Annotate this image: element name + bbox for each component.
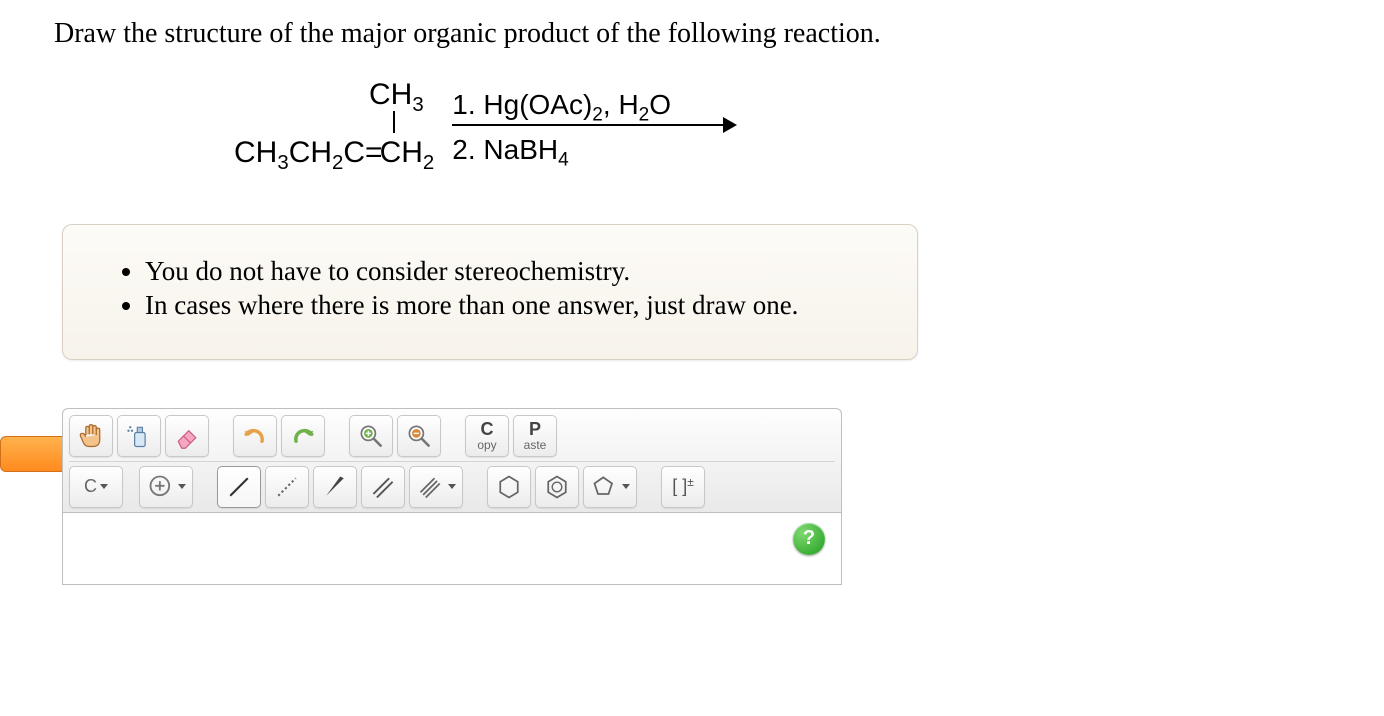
pentagon-icon[interactable] bbox=[583, 466, 637, 508]
copy-button[interactable]: C opy bbox=[465, 415, 509, 457]
instruction-item: In cases where there is more than one an… bbox=[145, 289, 887, 323]
instructions-box: You do not have to consider stereochemis… bbox=[62, 224, 918, 360]
drag-hand-icon[interactable] bbox=[69, 415, 113, 457]
chevron-down-icon bbox=[448, 484, 456, 489]
reaction-arrow bbox=[452, 124, 727, 126]
element-picker-label: C bbox=[84, 476, 97, 497]
drawing-canvas[interactable]: ? bbox=[62, 513, 842, 585]
dotted-bond-icon[interactable] bbox=[265, 466, 309, 508]
question-prompt: Draw the structure of the major organic … bbox=[54, 18, 1330, 50]
paste-button-rest: aste bbox=[524, 439, 547, 451]
wedge-bond-icon[interactable] bbox=[313, 466, 357, 508]
instruction-item: You do not have to consider stereochemis… bbox=[145, 255, 887, 289]
reactant-top-group: CH3 bbox=[369, 80, 424, 110]
reactant-main-chain: CH3CH2C=CH2 bbox=[234, 138, 434, 168]
toolbar-row-2: C bbox=[69, 461, 835, 510]
eraser-icon[interactable] bbox=[165, 415, 209, 457]
charge-picker[interactable] bbox=[139, 466, 193, 508]
help-button[interactable]: ? bbox=[793, 523, 825, 555]
toolbar-row-1: C opy P aste bbox=[69, 413, 835, 459]
arrowhead-icon bbox=[723, 117, 737, 133]
reactant-structure: CH3 CH3CH2C=CH2 bbox=[234, 80, 434, 168]
paste-button[interactable]: P aste bbox=[513, 415, 557, 457]
redo-icon[interactable] bbox=[281, 415, 325, 457]
chevron-down-icon bbox=[622, 484, 630, 489]
chevron-down-icon bbox=[178, 484, 186, 489]
structure-editor: C opy P aste C bbox=[62, 408, 1330, 585]
zoom-out-icon[interactable] bbox=[397, 415, 441, 457]
undo-icon[interactable] bbox=[233, 415, 277, 457]
chevron-down-icon bbox=[100, 484, 108, 489]
help-icon: ? bbox=[803, 527, 815, 550]
hexagon-icon[interactable] bbox=[487, 466, 531, 508]
benzene-icon[interactable] bbox=[535, 466, 579, 508]
double-bond-icon[interactable] bbox=[361, 466, 405, 508]
element-picker[interactable]: C bbox=[69, 466, 123, 508]
copy-button-rest: opy bbox=[477, 439, 496, 451]
paste-button-letter: P bbox=[529, 420, 541, 438]
copy-button-letter: C bbox=[481, 420, 494, 438]
editor-toolbar: C opy P aste C bbox=[62, 408, 842, 513]
reactant-vertical-bond bbox=[393, 111, 395, 133]
single-bond-icon[interactable] bbox=[217, 466, 261, 508]
reaction-scheme: CH3 CH3CH2C=CH2 1. Hg(OAc)2, H2O 2. NaBH… bbox=[234, 80, 1330, 168]
triple-bond-icon[interactable] bbox=[409, 466, 463, 508]
zoom-in-icon[interactable] bbox=[349, 415, 393, 457]
reagents-over-arrow: 1. Hg(OAc)2, H2O 2. NaBH4 bbox=[452, 81, 732, 167]
editor-side-tab[interactable] bbox=[0, 436, 62, 472]
spray-can-icon[interactable] bbox=[117, 415, 161, 457]
reagent-step-2: 2. NaBH4 bbox=[452, 132, 732, 167]
bracket-charge-icon[interactable]: [ ]± bbox=[661, 466, 705, 508]
reagent-step-1: 1. Hg(OAc)2, H2O bbox=[452, 87, 732, 122]
